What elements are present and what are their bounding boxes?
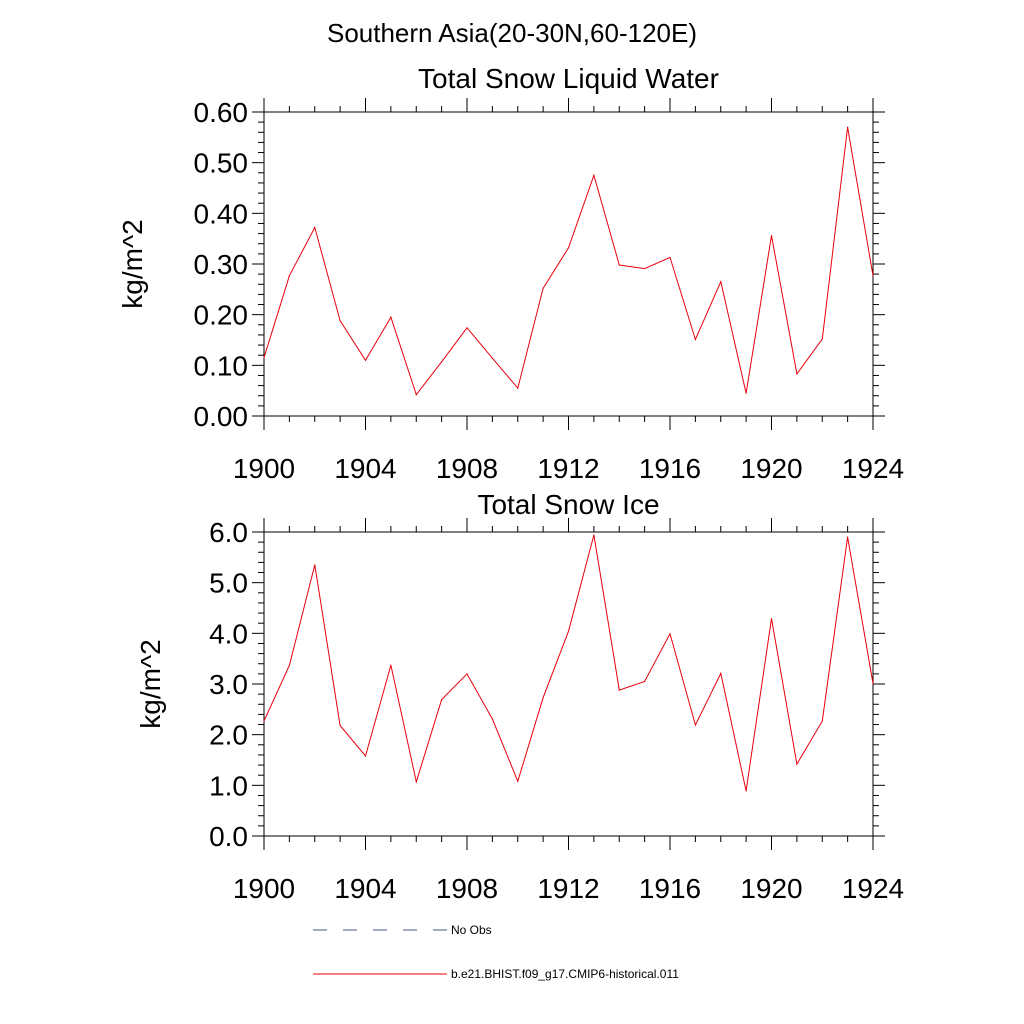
data-point xyxy=(644,680,646,683)
data-point xyxy=(567,247,570,249)
data-point xyxy=(872,682,874,685)
y-tick-label: 2.0 xyxy=(209,720,248,751)
y-tick-label: 3.0 xyxy=(209,669,248,700)
x-tick-label: 1920 xyxy=(740,873,802,904)
data-point xyxy=(745,392,747,394)
data-point xyxy=(441,361,443,363)
panel-title: Total Snow Liquid Water xyxy=(418,63,719,94)
y-axis-label: kg/m^2 xyxy=(117,219,148,308)
data-point xyxy=(770,235,773,237)
data-point xyxy=(288,664,290,666)
y-tick-label: 5.0 xyxy=(209,568,248,599)
y-tick-label: 0.10 xyxy=(194,350,249,381)
x-tick-label: 1912 xyxy=(537,453,599,484)
y-tick-label: 0.60 xyxy=(194,97,249,128)
data-point xyxy=(263,357,265,359)
data-point xyxy=(720,281,722,283)
x-tick-label: 1916 xyxy=(639,873,701,904)
series-line xyxy=(263,534,874,792)
x-tick-label: 1904 xyxy=(334,453,396,484)
y-tick-label: 6.0 xyxy=(209,517,248,548)
x-tick-label: 1924 xyxy=(842,453,904,484)
data-point xyxy=(720,672,722,674)
data-point xyxy=(390,316,392,318)
data-point xyxy=(618,264,620,266)
data-point xyxy=(694,724,696,726)
x-tick-label: 1912 xyxy=(537,873,599,904)
y-tick-label: 0.40 xyxy=(194,198,249,229)
legend: No Obs b.e21.BHIST.f09_g17.CMIP6-histori… xyxy=(313,923,679,981)
panel-snow-ice: Total Snow Ice 0.0 1.0 2.0 3.0 4.0 5.0 6.0 1900 1… xyxy=(135,489,904,904)
data-point xyxy=(567,630,570,632)
data-point xyxy=(542,697,544,699)
x-tick-label: 1920 xyxy=(740,453,802,484)
y-tick-label: 0.30 xyxy=(194,249,249,280)
data-point xyxy=(669,633,671,635)
data-point xyxy=(364,359,367,361)
data-point xyxy=(821,720,823,722)
data-point xyxy=(593,174,595,176)
panel-title: Total Snow Ice xyxy=(477,489,659,520)
x-tick-label: 1916 xyxy=(639,453,701,484)
data-point xyxy=(796,763,798,765)
y-tick-label: 0.0 xyxy=(209,821,248,852)
data-point xyxy=(542,287,544,289)
data-point xyxy=(491,718,493,720)
plot-frame xyxy=(263,531,874,837)
data-point xyxy=(441,699,443,701)
x-tick-label: 1908 xyxy=(436,453,498,484)
data-point xyxy=(593,534,595,536)
x-tick-label: 1904 xyxy=(334,873,396,904)
data-point xyxy=(517,780,519,782)
data-point xyxy=(745,790,747,792)
data-point xyxy=(669,256,671,259)
plot-frame xyxy=(263,111,874,417)
data-point xyxy=(466,673,468,675)
data-point xyxy=(872,275,874,277)
panel-snow-liquid-water: Total Snow Liquid Water 0.00 0.10 0.20 0.30 0… xyxy=(117,63,904,484)
data-point xyxy=(847,126,849,128)
data-point xyxy=(618,689,620,691)
data-point xyxy=(263,720,265,722)
data-point xyxy=(644,267,646,270)
data-point xyxy=(339,724,341,727)
data-point xyxy=(517,387,519,389)
y-tick-label: 1.0 xyxy=(209,770,248,801)
x-tick-label: 1900 xyxy=(233,453,295,484)
data-point xyxy=(288,275,290,277)
x-tick-label: 1900 xyxy=(233,873,295,904)
y-tick-label: 4.0 xyxy=(209,618,248,649)
series-line xyxy=(263,127,874,396)
data-point xyxy=(390,664,392,666)
data-point xyxy=(364,755,367,757)
figure-title: Southern Asia(20-30N,60-120E) xyxy=(327,18,697,48)
y-axis-label: kg/m^2 xyxy=(135,639,166,728)
data-point xyxy=(314,226,316,229)
data-point xyxy=(491,357,493,359)
x-tick-label: 1908 xyxy=(436,873,498,904)
data-point xyxy=(415,781,417,783)
data-point xyxy=(847,536,849,538)
data-point xyxy=(694,338,696,341)
y-tick-label: 0.50 xyxy=(194,148,249,179)
y-tick-label: 0.20 xyxy=(194,300,249,331)
data-point xyxy=(821,338,823,340)
data-point xyxy=(339,320,341,322)
data-point xyxy=(415,394,417,396)
legend-label-model: b.e21.BHIST.f09_g17.CMIP6-historical.011 xyxy=(451,967,679,981)
x-tick-label: 1924 xyxy=(842,873,904,904)
data-point xyxy=(466,327,468,329)
y-tick-label: 0.00 xyxy=(194,401,249,432)
data-point xyxy=(770,618,773,620)
data-point xyxy=(314,564,316,566)
legend-label-no-obs: No Obs xyxy=(451,923,492,937)
data-point xyxy=(796,373,798,375)
